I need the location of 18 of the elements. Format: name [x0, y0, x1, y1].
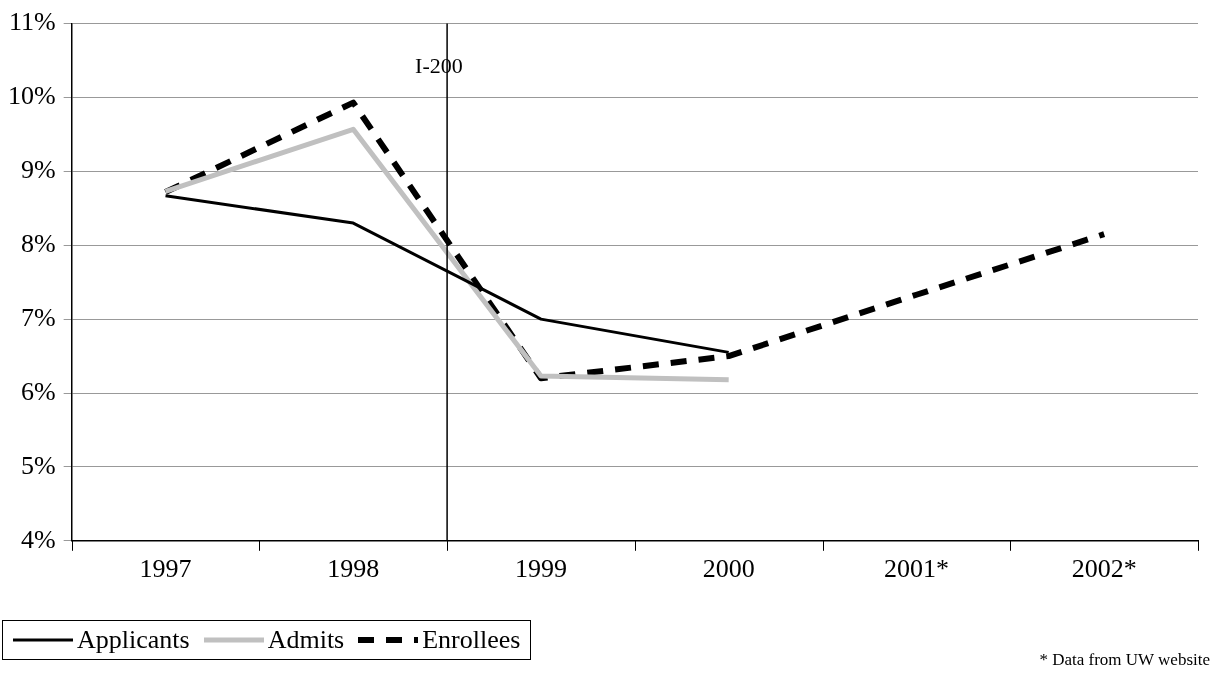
- legend-label: Applicants: [77, 625, 190, 655]
- x-tick-label: 1999: [514, 554, 567, 584]
- y-tick-label: 9%: [20, 155, 56, 185]
- y-tick-label: 7%: [20, 302, 56, 332]
- x-tick-label: 2000: [702, 554, 755, 584]
- y-tick-label: 10%: [7, 81, 56, 111]
- legend-label: Admits: [267, 625, 345, 655]
- x-tick-label: 1997: [139, 554, 192, 584]
- x-tick-label: 1998: [327, 554, 380, 584]
- y-tick-label: 6%: [20, 376, 56, 406]
- text: * Data from UW website: [1039, 650, 1210, 670]
- y-tick-label: 8%: [20, 229, 56, 259]
- x-tick-label: 2002*: [1071, 554, 1137, 584]
- y-tick-label: 5%: [20, 450, 56, 480]
- legend-label: Enrollees: [422, 625, 521, 655]
- y-tick-label: 11%: [8, 7, 56, 37]
- x-tick-label: 2001*: [883, 554, 949, 584]
- y-tick-label: 4%: [20, 524, 56, 554]
